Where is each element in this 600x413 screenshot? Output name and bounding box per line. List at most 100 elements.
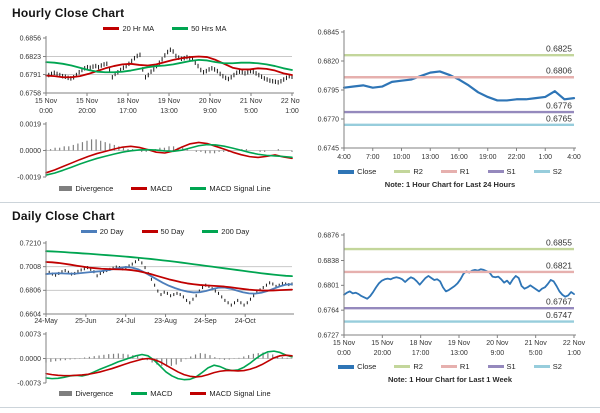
legend-item-s2: S2 <box>533 362 562 371</box>
svg-text:0.0000: 0.0000 <box>20 356 42 363</box>
svg-text:20:00: 20:00 <box>374 350 392 357</box>
legend-swatch <box>131 187 148 190</box>
legend-item-r2: R2 <box>394 167 423 176</box>
svg-text:0.6795: 0.6795 <box>318 87 340 94</box>
legend-item-divergence: Divergence <box>59 184 113 193</box>
daily-row: Daily Close Chart 20 Day 50 Day 200 Day 0.… <box>0 203 600 408</box>
legend-item-20-hr-ma: 20 Hr MA <box>103 24 154 33</box>
svg-text:17:00: 17:00 <box>412 350 430 357</box>
svg-text:0.6806: 0.6806 <box>20 288 42 295</box>
legend-label: Close <box>357 362 377 371</box>
hourly-pivot-chart: 0.6825 0.6806 0.6776 0.6765 0.6845 0.6820 0.67… <box>300 24 600 166</box>
svg-text:0.7210: 0.7210 <box>20 240 42 247</box>
legend-label: S2 <box>552 167 562 176</box>
svg-text:0.6820: 0.6820 <box>318 58 340 65</box>
daily-ma-legend: 20 Day 50 Day 200 Day <box>30 226 300 237</box>
legend-swatch <box>533 170 550 173</box>
svg-text:15 Nov: 15 Nov <box>76 98 99 105</box>
legend-item-r1: R1 <box>440 362 470 371</box>
legend-swatch <box>172 27 189 30</box>
legend-swatch <box>103 27 120 30</box>
svg-text:22:00: 22:00 <box>508 154 526 161</box>
svg-text:19:00: 19:00 <box>479 154 497 161</box>
svg-text:21 Nov: 21 Nov <box>240 98 263 105</box>
legend-swatch <box>440 365 457 368</box>
svg-text:17:00: 17:00 <box>119 108 137 115</box>
legend-swatch <box>394 170 411 173</box>
hourly-pivot-legend: Close R2 R1 S1 S2 <box>300 166 600 177</box>
daily-pivot-note: Note: 1 Hour Chart for Last 1 Week <box>387 375 513 384</box>
svg-text:0.6855: 0.6855 <box>546 238 572 248</box>
svg-text:0.6758: 0.6758 <box>20 90 42 97</box>
legend-item-s2: S2 <box>533 167 562 176</box>
daily-pivot-legend: Close R2 R1 S1 S2 <box>300 361 600 372</box>
svg-text:1:00: 1:00 <box>538 154 552 161</box>
svg-text:22 Nov: 22 Nov <box>563 340 586 347</box>
legend-label: Divergence <box>75 389 114 398</box>
legend-swatch <box>394 365 411 368</box>
svg-text:0.6770: 0.6770 <box>318 116 340 123</box>
hourly-right-column: 0.6825 0.6806 0.6776 0.6765 0.6845 0.6820 0.67… <box>300 0 600 202</box>
svg-text:0.6821: 0.6821 <box>546 260 572 270</box>
legend-item-50-hrs-ma: 50 Hrs MA <box>172 24 227 33</box>
daily-right-column: 0.6855 0.6821 0.6767 0.6747 0.6876 0.6838 0.68… <box>300 203 600 407</box>
svg-text:0.0019: 0.0019 <box>20 121 42 128</box>
daily-price-chart: 0.7210 0.7008 0.6806 0.6604 24-May 25-Jun 24-J… <box>0 238 300 326</box>
legend-item-close: Close <box>338 167 376 176</box>
legend-swatch <box>131 392 148 395</box>
svg-text:0.6764: 0.6764 <box>318 308 340 315</box>
hourly-price-chart: 0.6856 0.6823 0.6791 0.6758 15 Nov 0:00 15 Nov… <box>0 35 300 117</box>
svg-text:21 Nov: 21 Nov <box>525 340 548 347</box>
svg-text:0.6806: 0.6806 <box>546 66 572 76</box>
svg-text:-0.0073: -0.0073 <box>17 380 41 387</box>
legend-label: R1 <box>459 362 470 371</box>
svg-text:15 Nov: 15 Nov <box>35 98 58 105</box>
legend-swatch <box>533 365 550 368</box>
legend-swatch <box>190 187 207 190</box>
svg-text:24-May: 24-May <box>34 318 58 325</box>
svg-text:0.6825: 0.6825 <box>546 44 572 54</box>
svg-text:13:00: 13:00 <box>450 350 468 357</box>
svg-text:0:00: 0:00 <box>337 350 351 357</box>
svg-text:23-Aug: 23-Aug <box>154 318 177 325</box>
hourly-macd-legend: Divergence MACD MACD Signal Line <box>30 183 300 194</box>
svg-text:24-Sep: 24-Sep <box>194 318 217 325</box>
legend-label: Divergence <box>75 184 114 193</box>
legend-swatch <box>59 186 73 191</box>
legend-swatch <box>487 365 504 368</box>
svg-text:1:00: 1:00 <box>285 108 299 115</box>
svg-text:0.0073: 0.0073 <box>20 331 42 338</box>
daily-macd-legend: Divergence MACD MACD Signal Line <box>30 388 300 399</box>
svg-text:0.7008: 0.7008 <box>20 264 42 271</box>
legend-item-macd-signal-line: MACD Signal Line <box>190 184 271 193</box>
legend-swatch <box>440 170 457 173</box>
svg-text:20 Nov: 20 Nov <box>486 340 509 347</box>
svg-text:0.6745: 0.6745 <box>318 145 340 152</box>
legend-item-close: Close <box>338 362 376 371</box>
legend-swatch <box>59 391 73 396</box>
legend-swatch <box>338 169 355 174</box>
svg-text:15 Nov: 15 Nov <box>371 340 394 347</box>
svg-text:9:00: 9:00 <box>203 108 217 115</box>
legend-label: 50 Hrs MA <box>191 24 227 33</box>
legend-item-200-day: 200 Day <box>202 227 249 236</box>
hourly-macd-chart: 0.0019 0.0000 -0.0019 <box>0 117 300 183</box>
svg-text:13:00: 13:00 <box>421 154 439 161</box>
legend-swatch <box>338 364 355 369</box>
legend-swatch <box>141 230 158 233</box>
svg-text:5:00: 5:00 <box>244 108 258 115</box>
svg-text:7:00: 7:00 <box>366 154 380 161</box>
svg-text:15 Nov: 15 Nov <box>333 340 356 347</box>
legend-label: S2 <box>552 362 562 371</box>
svg-text:10:00: 10:00 <box>393 154 411 161</box>
legend-label: R2 <box>413 167 423 176</box>
svg-text:0.6801: 0.6801 <box>318 283 340 290</box>
svg-text:0.6845: 0.6845 <box>318 29 340 36</box>
legend-item-s1: S1 <box>487 167 516 176</box>
legend-swatch <box>190 392 207 395</box>
svg-text:-0.0019: -0.0019 <box>17 174 41 181</box>
legend-swatch <box>202 230 219 233</box>
